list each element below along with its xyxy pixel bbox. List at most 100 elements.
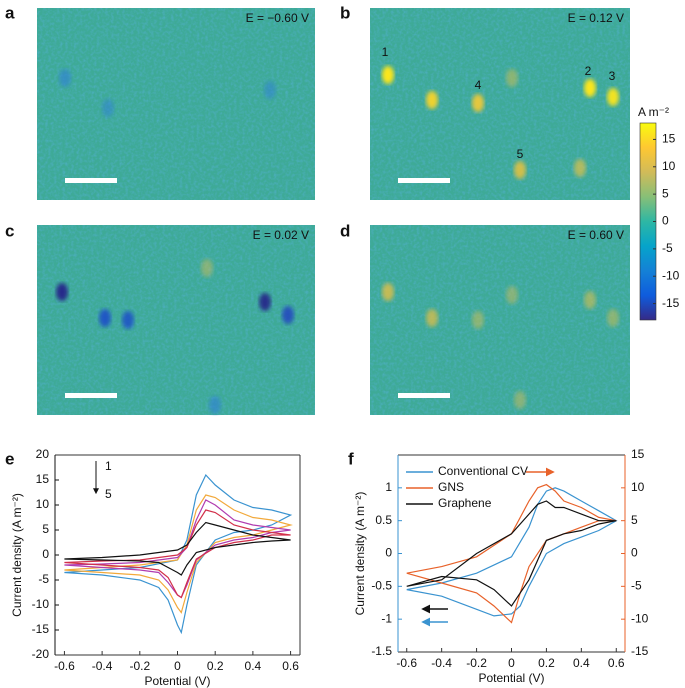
spot	[282, 306, 294, 324]
panel-letter: e	[5, 449, 14, 468]
potential-label: E = 0.02 V	[253, 228, 309, 242]
spot	[426, 309, 438, 327]
x-tick-label: -0.2	[129, 659, 150, 673]
spot	[607, 88, 619, 106]
x-tick-label: 0	[174, 659, 181, 673]
spot	[426, 91, 438, 109]
x-tick-label: 0	[508, 656, 515, 670]
y2-tick-label: -10	[631, 611, 649, 625]
series-line	[64, 473, 293, 635]
y2-tick-label: 15	[631, 447, 645, 461]
y-tick-label: 5	[42, 522, 49, 536]
series-line	[64, 521, 291, 576]
spot-label: 2	[585, 64, 592, 78]
annotation: 5	[105, 487, 112, 501]
x-tick-label: 0.6	[282, 659, 299, 673]
y-tick-label: -15	[32, 622, 50, 636]
y2-tick-label: 0	[631, 546, 638, 560]
y-tick-label: -0.5	[371, 579, 392, 593]
spot	[472, 311, 484, 329]
y-tick-label: 15	[36, 472, 50, 486]
colorbar-tick-label: -15	[662, 296, 680, 310]
colorbar-tick-label: 15	[662, 132, 676, 146]
potential-label: E = 0.12 V	[568, 11, 624, 25]
y-tick-label: 20	[36, 447, 50, 461]
x-tick-label: 0.6	[608, 656, 625, 670]
y2-tick-label: 5	[631, 513, 638, 527]
x-axis-label: Potential (V)	[144, 674, 210, 688]
x-tick-label: -0.4	[92, 659, 113, 673]
potential-label: E = −0.60 V	[246, 11, 309, 25]
y-tick-label: 0	[385, 546, 392, 560]
spot	[514, 161, 526, 179]
colorbar-tick-label: 0	[662, 214, 669, 228]
legend-label: GNS	[438, 480, 464, 494]
series-line	[64, 509, 291, 599]
y-tick-label: -20	[32, 647, 50, 661]
x-tick-label: -0.2	[466, 656, 487, 670]
y-axis-label: Current density (A m⁻²)	[353, 492, 367, 616]
spot	[574, 159, 586, 177]
panel-letter: b	[340, 3, 350, 22]
spot	[122, 311, 134, 329]
colorbar-tick-label: 5	[662, 186, 669, 200]
image-noise	[37, 225, 315, 415]
x-tick-label: -0.4	[431, 656, 452, 670]
y-tick-label: -1.5	[371, 644, 392, 658]
colorbar-tick-label: -10	[662, 268, 680, 282]
y-tick-label: 0.5	[375, 513, 392, 527]
spot	[99, 309, 111, 327]
legend-label: Graphene	[438, 496, 492, 510]
spot	[56, 283, 68, 301]
image-noise	[37, 8, 315, 200]
spot	[59, 69, 71, 87]
y-tick-label: 1	[385, 480, 392, 494]
image-noise	[370, 225, 630, 415]
spot	[607, 309, 619, 327]
spot-label: 1	[382, 45, 389, 59]
x-tick-label: 0.2	[538, 656, 555, 670]
image-noise	[370, 8, 630, 200]
spot	[514, 391, 526, 409]
y-axis-label: Current density (A m⁻²)	[10, 493, 24, 617]
y-tick-label: 10	[36, 497, 50, 511]
y-tick-label: -1	[381, 611, 392, 625]
series-line	[406, 500, 617, 607]
panel-letter: d	[340, 221, 350, 240]
x-axis-label: Potential (V)	[478, 671, 544, 685]
y2-tick-label: 10	[631, 480, 645, 494]
spot	[209, 396, 221, 414]
spot	[264, 81, 276, 99]
legend-label: Conventional CV	[438, 464, 528, 478]
scale-bar	[398, 393, 450, 398]
y-tick-label: 0	[42, 547, 49, 561]
scale-bar	[65, 393, 117, 398]
x-tick-label: 0.2	[207, 659, 224, 673]
spot	[382, 66, 394, 84]
x-tick-label: -0.6	[396, 656, 417, 670]
x-tick-label: 0.4	[245, 659, 262, 673]
y-tick-label: -5	[38, 572, 49, 586]
spot	[102, 99, 114, 117]
annotation: 1	[105, 459, 112, 473]
spot	[472, 94, 484, 112]
panel-letter: f	[348, 449, 354, 468]
scale-bar	[65, 178, 117, 183]
spot	[584, 79, 596, 97]
colorbar-tick-label: 10	[662, 159, 676, 173]
spot	[584, 291, 596, 309]
spot-label: 3	[609, 69, 616, 83]
spot	[259, 293, 271, 311]
panel-letter: a	[5, 3, 15, 22]
spot	[382, 283, 394, 301]
spot	[201, 259, 213, 277]
y-tick-label: -10	[32, 597, 50, 611]
scale-bar	[398, 178, 450, 183]
potential-label: E = 0.60 V	[568, 228, 624, 242]
x-tick-label: -0.6	[54, 659, 75, 673]
spot	[506, 69, 518, 87]
series-line	[64, 499, 291, 599]
colorbar-label: A m⁻²	[638, 105, 669, 119]
y2-tick-label: -5	[631, 579, 642, 593]
